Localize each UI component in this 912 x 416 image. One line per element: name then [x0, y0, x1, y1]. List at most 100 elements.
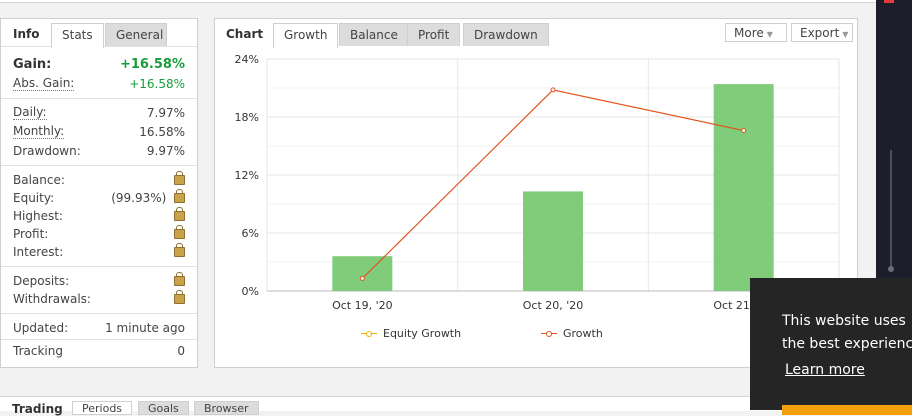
updated-row: Updated: 1 minute ago [13, 320, 185, 336]
equity-value: (99.93%) [111, 191, 167, 205]
red-indicator [884, 0, 894, 3]
lock-icon[interactable] [174, 272, 185, 286]
gain-label: Gain: [13, 56, 52, 72]
balance-label: Balance: [13, 173, 65, 187]
tab-growth[interactable]: Growth [273, 23, 339, 48]
legend-item-growth[interactable]: Growth [541, 327, 603, 340]
tab-browser[interactable]: Browser [194, 401, 259, 415]
drawdown-label: Drawdown: [13, 144, 81, 158]
tab-drawdown[interactable]: Drawdown [463, 23, 549, 46]
tab-general[interactable]: General [105, 23, 167, 46]
legend-marker [361, 329, 377, 339]
divider [1, 266, 197, 267]
info-title: Info [13, 27, 40, 41]
cookie-banner: This website uses the best experienc Lea… [750, 278, 912, 415]
tracking-value: 0 [177, 344, 185, 358]
daily-row: Daily: 7.97% [13, 105, 185, 121]
bar-equity-growth[interactable] [523, 191, 583, 291]
cookie-message-line: the best experienc [782, 336, 912, 352]
daily-value: 7.97% [146, 106, 185, 120]
growth-point[interactable] [550, 87, 556, 93]
lock-icon[interactable] [174, 290, 185, 304]
slider-handle[interactable] [888, 266, 894, 272]
highest-row: Highest: [13, 207, 185, 224]
monthly-label[interactable]: Monthly: [13, 124, 65, 139]
tab-goals[interactable]: Goals [138, 401, 189, 415]
abs-gain-value: +16.58% [129, 77, 185, 91]
tab-balance[interactable]: Balance [339, 23, 409, 46]
monthly-value: 16.58% [139, 125, 185, 139]
slider-track[interactable] [890, 150, 892, 268]
export-button[interactable]: Export ▼ [791, 23, 853, 42]
more-label: More [734, 26, 764, 40]
abs-gain-label[interactable]: Abs. Gain: [13, 76, 75, 91]
highest-label: Highest: [13, 209, 63, 223]
lock-icon[interactable] [174, 243, 185, 257]
monthly-row: Monthly: 16.58% [13, 124, 185, 140]
y-tick-label: 24% [235, 53, 259, 66]
abs-gain-row: Abs. Gain: +16.58% [13, 76, 185, 92]
bar-equity-growth[interactable] [332, 256, 393, 291]
updated-label: Updated: [13, 321, 69, 335]
withdrawals-row: Withdrawals: [13, 290, 185, 307]
tab-stats[interactable]: Stats [51, 23, 104, 48]
chevron-down-icon: ▼ [842, 30, 849, 39]
chart-tabs: Chart Growth Balance Profit Drawdown Mor… [215, 19, 857, 48]
more-button[interactable]: More ▼ [725, 23, 787, 42]
tab-profit[interactable]: Profit [407, 23, 461, 46]
profit-row: Profit: [13, 225, 185, 242]
info-tabs: Info Stats General [1, 19, 197, 48]
divider [1, 313, 197, 314]
equity-label: Equity: [13, 191, 55, 205]
learn-more-link[interactable]: Learn more [785, 362, 865, 378]
chevron-down-icon: ▼ [766, 30, 773, 39]
top-panel-edge [0, 0, 886, 3]
gain-row: Gain: +16.58% [13, 56, 185, 72]
deposits-label: Deposits: [13, 274, 70, 288]
export-label: Export [800, 26, 840, 40]
lock-icon[interactable] [174, 189, 185, 203]
y-tick-label: 12% [235, 169, 259, 182]
y-tick-label: 6% [242, 227, 259, 240]
y-tick-label: 0% [242, 285, 259, 298]
lock-icon[interactable] [174, 207, 185, 221]
chart-panel: Chart Growth Balance Profit Drawdown Mor… [214, 18, 858, 368]
drawdown-value: 9.97% [146, 144, 185, 158]
updated-value: 1 minute ago [105, 321, 185, 335]
profit-label: Profit: [13, 227, 49, 241]
growth-chart[interactable]: 0%6%12%18%24%Oct 19, '20 Oct 20, '20 Oct 2… [215, 47, 857, 325]
growth-point[interactable] [359, 275, 365, 281]
withdrawals-label: Withdrawals: [13, 292, 91, 306]
tracking-row: Tracking 0 [13, 343, 185, 359]
bar-equity-growth[interactable] [713, 84, 774, 291]
deposits-row: Deposits: [13, 272, 185, 289]
chart-title: Chart [226, 27, 264, 41]
growth-point[interactable] [741, 128, 747, 134]
lock-icon[interactable] [174, 225, 185, 239]
x-tick-label: Oct 20, '20 [523, 299, 584, 312]
cookie-message: This website uses the best experienc [782, 310, 912, 356]
legend-item-equity-growth[interactable]: Equity Growth [361, 327, 461, 340]
cookie-message-line: This website uses [782, 313, 906, 329]
divider [1, 98, 197, 99]
legend-label: Equity Growth [383, 327, 462, 340]
divider [1, 165, 197, 166]
info-panel: Info Stats General Gain: +16.58% Abs. Ga… [0, 18, 198, 368]
trading-title: Trading [12, 402, 63, 416]
equity-row: Equity: (99.93%) [13, 189, 185, 206]
drawdown-row: Drawdown: 9.97% [13, 143, 185, 159]
daily-label[interactable]: Daily: [13, 105, 47, 120]
lock-icon[interactable] [174, 171, 185, 185]
x-tick-label: Oct 19, '20 [332, 299, 393, 312]
accept-cookies-button[interactable] [782, 405, 912, 415]
gain-value: +16.58% [119, 56, 185, 72]
tracking-label: Tracking [13, 344, 63, 358]
balance-row: Balance: [13, 171, 185, 188]
tab-periods[interactable]: Periods [72, 401, 133, 415]
y-tick-label: 18% [235, 111, 259, 124]
legend-label: Growth [563, 327, 603, 340]
divider [1, 339, 197, 340]
legend-marker [541, 329, 557, 339]
interest-label: Interest: [13, 245, 64, 259]
interest-row: Interest: [13, 243, 185, 260]
